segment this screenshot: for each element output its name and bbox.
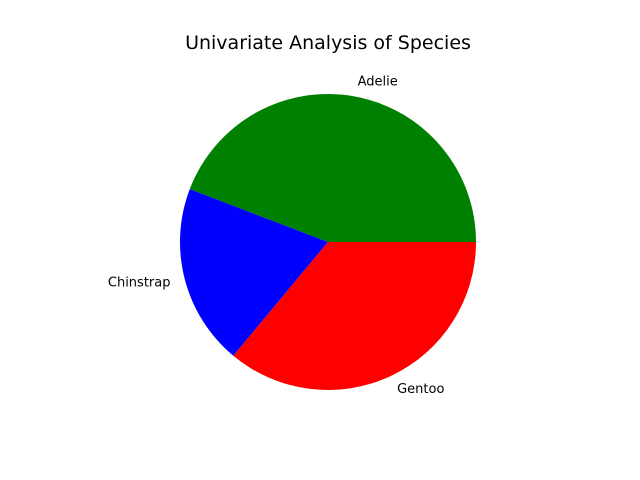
- pie-slice-gentoo: [233, 242, 476, 390]
- pie-label-gentoo: Gentoo: [397, 382, 444, 397]
- pie-labels: Adelie Chinstrap Gentoo: [108, 74, 445, 396]
- pie-label-chinstrap: Chinstrap: [108, 276, 171, 291]
- pie-slice-adelie: [189, 93, 477, 243]
- pie-label-adelie: Adelie: [358, 74, 398, 89]
- pie-slice-chinstrap: [179, 189, 328, 356]
- pie-slices: [179, 93, 477, 390]
- chart-title: Univariate Analysis of Species: [185, 32, 471, 54]
